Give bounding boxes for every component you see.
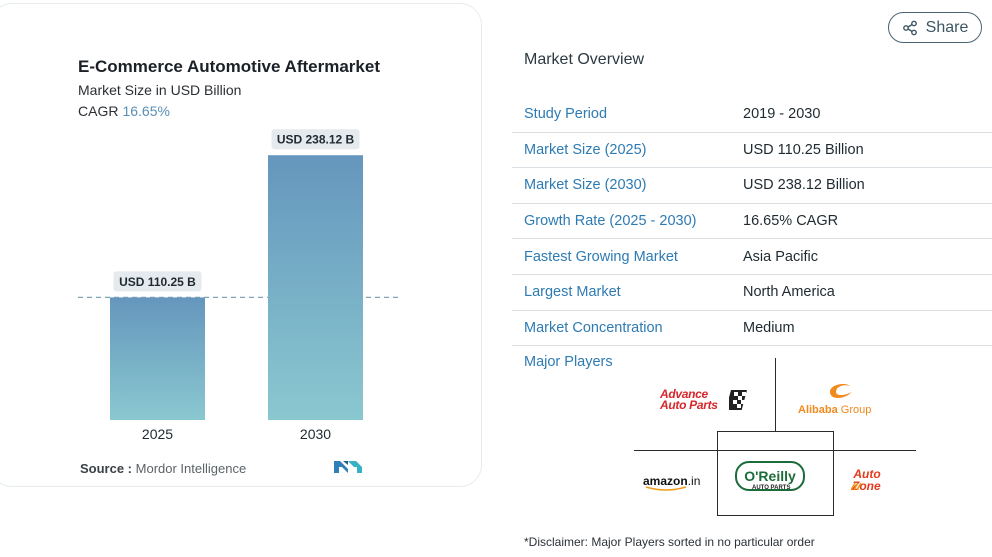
source: Source : Mordor Intelligence — [80, 461, 246, 476]
oreilly-logo: O'Reilly — [735, 461, 805, 491]
source-text: Mordor Intelligence — [135, 461, 247, 476]
share-icon — [902, 20, 917, 35]
data-label: USD 110.25 B — [119, 275, 196, 289]
bars-group: USD 110.25 B 2025 USD 238.12 B 2030 — [110, 129, 363, 442]
row-value: Medium — [743, 319, 795, 336]
x-tick-label: 2025 — [142, 426, 173, 442]
disclaimer: *Disclaimer: Major Players sorted in no … — [524, 535, 815, 549]
x-tick-label: 2030 — [300, 426, 331, 442]
autozone-logo: Auto Zone — [852, 467, 881, 493]
data-label-bg — [113, 271, 202, 292]
overview-title: Market Overview — [524, 51, 645, 68]
bar-2025 — [110, 297, 205, 420]
share-label: Share — [925, 18, 969, 36]
overview-row: Market Concentration Medium — [512, 311, 992, 347]
row-label[interactable]: Market Size (2030) — [524, 177, 647, 194]
amazon-smile-icon — [645, 486, 687, 491]
major-players-grid: Advance Auto Parts Alibaba Group amazon.… — [634, 358, 916, 516]
alibaba-group-logo: Alibaba Group — [798, 404, 872, 416]
row-label[interactable]: Largest Market — [524, 284, 621, 301]
major-players-label[interactable]: Major Players — [524, 354, 613, 370]
row-label[interactable]: Fastest Growing Market — [524, 248, 678, 265]
amazon-logo: amazon.in — [643, 474, 701, 488]
autozone-stripes-icon — [851, 483, 862, 491]
row-value: 2019 - 2030 — [743, 106, 821, 123]
divider — [775, 358, 776, 431]
cagr-value: 16.65% — [122, 103, 170, 119]
cagr: CAGR 16.65% — [78, 103, 170, 119]
data-label-bg — [271, 129, 360, 150]
chart-title: E-Commerce Automotive Aftermarket — [78, 57, 380, 76]
bar-2030 — [268, 155, 363, 420]
alibaba-icon — [830, 384, 852, 398]
chart-card — [0, 3, 482, 487]
overview-row: Market Size (2030) USD 238.12 Billion — [512, 168, 992, 204]
advance-auto-parts-logo: Advance Auto Parts — [660, 387, 718, 412]
overview-row: Largest Market North America — [512, 275, 992, 311]
row-label[interactable]: Study Period — [524, 106, 608, 123]
overview-row: Growth Rate (2025 - 2030) 16.65% CAGR — [512, 204, 992, 240]
row-label[interactable]: Market Concentration — [524, 319, 663, 336]
cagr-label: CAGR — [78, 103, 119, 119]
data-label: USD 238.12 B — [277, 133, 355, 147]
overview-row: Fastest Growing Market Asia Pacific — [512, 239, 992, 275]
mordor-logo — [334, 461, 362, 473]
share-button[interactable]: Share — [888, 12, 982, 43]
source-label: Source : — [80, 461, 133, 476]
featured-box — [717, 431, 834, 516]
bar-chart: USD 110.25 B 2025 USD 238.12 B 2030 — [78, 129, 398, 442]
row-value: Asia Pacific — [743, 248, 818, 265]
row-value: USD 238.12 Billion — [743, 177, 865, 194]
row-label[interactable]: Growth Rate (2025 - 2030) — [524, 213, 697, 230]
row-value: USD 110.25 Billion — [743, 141, 864, 158]
overview-row: Study Period 2019 - 2030 — [512, 97, 992, 133]
row-value: 16.65% CAGR — [743, 213, 839, 230]
divider — [634, 450, 916, 451]
overview-row: Market Size (2025) USD 110.25 Billion — [512, 133, 992, 169]
checkered-flag-icon — [729, 390, 747, 410]
chart-subtitle: Market Size in USD Billion — [78, 82, 242, 98]
row-value: North America — [743, 284, 835, 301]
overview-table: Study Period 2019 - 2030 Market Size (20… — [512, 97, 992, 347]
oreilly-sub: AUTO PARTS — [752, 485, 791, 491]
row-label[interactable]: Market Size (2025) — [524, 141, 647, 158]
